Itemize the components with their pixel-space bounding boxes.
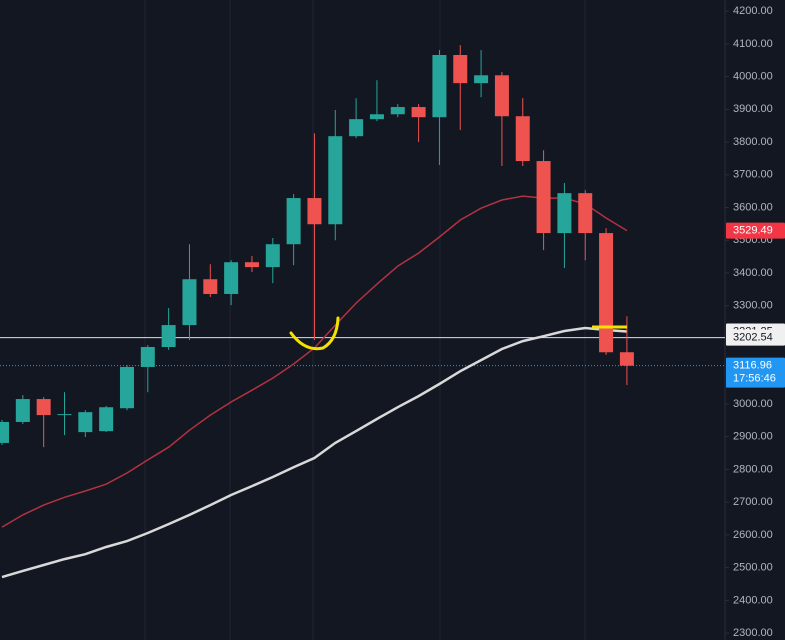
countdown: 17:56:46 <box>733 373 776 385</box>
moving-average <box>1 326 627 579</box>
price-marker-label: 3529.49 <box>733 225 773 237</box>
candle-body <box>390 107 405 115</box>
candle-body <box>161 325 176 348</box>
price-marker-label: 3202.54 <box>733 332 773 344</box>
candle-body <box>36 399 51 416</box>
candle-body <box>286 198 301 245</box>
candle-body <box>119 366 134 409</box>
candle-body <box>307 198 322 225</box>
y-tick-label: 3800.00 <box>733 136 773 148</box>
candle-body <box>244 262 259 268</box>
candle-body <box>557 193 572 234</box>
candle-body <box>349 119 364 137</box>
candle-body <box>494 75 509 117</box>
y-tick-label: 2600.00 <box>733 529 773 541</box>
drawing <box>289 316 340 351</box>
y-tick-label: 3300.00 <box>733 300 773 312</box>
price-marker <box>726 357 785 388</box>
candle-body <box>515 116 530 162</box>
candle-body <box>265 244 280 268</box>
y-tick-label: 2500.00 <box>733 562 773 574</box>
candle-body <box>15 399 30 422</box>
price-marker-label: 3116.96 <box>733 360 772 372</box>
candle-body <box>78 412 93 433</box>
y-tick-label: 3900.00 <box>733 103 773 115</box>
y-tick-label: 2800.00 <box>733 463 773 475</box>
y-tick-label: 4000.00 <box>733 71 773 83</box>
y-tick-label: 3700.00 <box>733 169 773 181</box>
candle-body <box>474 75 489 84</box>
candle-body <box>99 407 114 432</box>
price-marker <box>726 222 785 239</box>
candle-body <box>578 193 593 234</box>
candle-body <box>224 262 239 294</box>
y-tick-label: 2300.00 <box>733 627 773 639</box>
price-axis: 2300.00 2400.00 2500.00 2600.00 2700.00 2800.… <box>725 5 785 639</box>
candle-body <box>536 161 551 234</box>
price-marker <box>726 329 785 346</box>
candle-body <box>328 136 343 225</box>
candle-body <box>411 107 426 118</box>
candle-body <box>619 352 634 366</box>
candle-body <box>57 414 72 416</box>
y-tick-label: 2400.00 <box>733 594 773 606</box>
candle-body <box>369 114 384 120</box>
candle-body <box>453 54 468 84</box>
candle-body <box>140 347 155 367</box>
y-tick-label: 3600.00 <box>733 201 773 213</box>
candle-body <box>203 279 218 294</box>
y-tick-label: 3000.00 <box>733 398 773 410</box>
candle-body <box>432 54 447 118</box>
y-tick-label: 2900.00 <box>733 431 773 443</box>
candle-body <box>182 279 197 326</box>
y-tick-label: 2700.00 <box>733 496 773 508</box>
candle-body <box>599 233 614 353</box>
candle-body <box>0 421 9 443</box>
plot <box>0 45 725 579</box>
y-tick-label: 4100.00 <box>733 38 773 50</box>
y-tick-label: 3400.00 <box>733 267 773 279</box>
y-tick-label: 4200.00 <box>733 5 773 17</box>
